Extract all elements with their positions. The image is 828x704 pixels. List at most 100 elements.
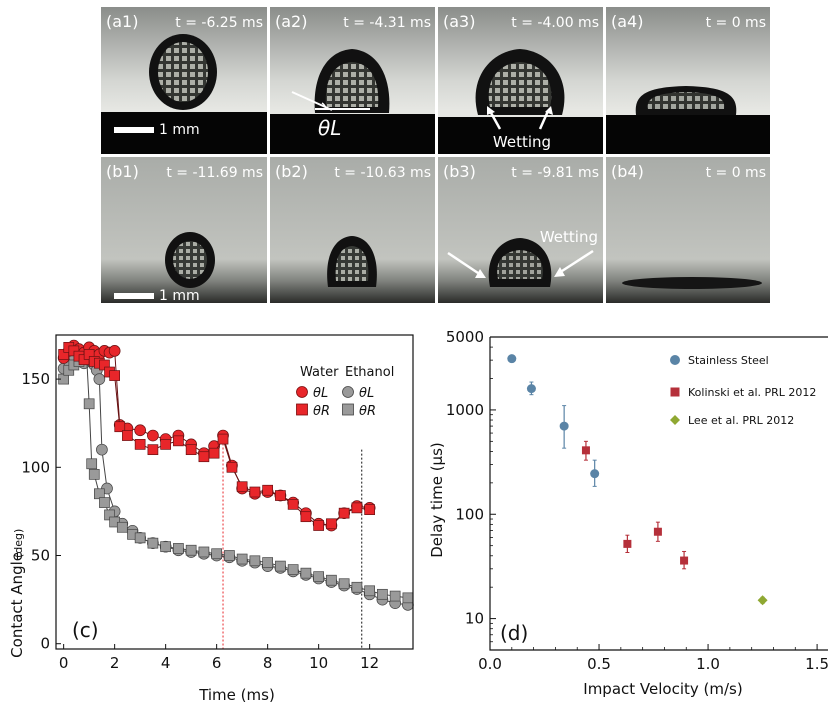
data-point bbox=[108, 345, 121, 357]
x-axis-label: Time (ms) bbox=[198, 686, 275, 704]
data-point bbox=[275, 560, 286, 572]
data-point bbox=[351, 581, 363, 593]
x-tick-label: 2 bbox=[110, 654, 120, 672]
panel-time: t = 0 ms bbox=[706, 165, 766, 181]
legend-label: Lee et al. PRL 2012 bbox=[688, 414, 794, 427]
droplet bbox=[622, 277, 762, 289]
data-point bbox=[88, 469, 100, 480]
y-tick-label: 100 bbox=[21, 458, 50, 476]
legend-label: θR bbox=[359, 404, 376, 419]
data-point bbox=[116, 521, 128, 533]
data-point bbox=[173, 543, 184, 554]
chart-contact-angle: 0 2 4 6 8 10 12 0 50 100 150 Time (ms) Contact Ang… bbox=[8, 334, 414, 704]
data-point bbox=[122, 430, 133, 441]
legend-marker-water-thetaR bbox=[296, 403, 308, 416]
legend: Stainless Steel Kolinski et al. PRL 2012… bbox=[670, 354, 816, 427]
data-point bbox=[581, 446, 590, 455]
y-tick-label: 0 bbox=[40, 635, 50, 653]
plot-frame bbox=[55, 334, 414, 650]
y-tick-label: 150 bbox=[21, 370, 50, 388]
data-point bbox=[83, 398, 95, 410]
photo-panel-b2: (b2) t = -10.63 ms bbox=[270, 157, 435, 303]
data-point bbox=[313, 571, 324, 583]
data-point bbox=[86, 458, 98, 470]
data-point bbox=[402, 592, 414, 604]
data-point bbox=[224, 550, 235, 561]
panel-tag: (b4) bbox=[611, 162, 644, 181]
data-point bbox=[326, 574, 337, 586]
legend-group-title: Ethanol bbox=[345, 365, 394, 380]
legend-marker-ethanol-thetaL bbox=[342, 386, 354, 398]
wetting-arrow-right bbox=[561, 249, 594, 273]
data-point bbox=[338, 578, 350, 590]
data-point bbox=[364, 585, 375, 597]
data-point bbox=[198, 451, 210, 463]
data-point bbox=[262, 557, 273, 568]
data-point bbox=[507, 354, 517, 364]
data-point bbox=[160, 439, 171, 450]
y-axis-label: Contact Angle bbox=[8, 552, 26, 658]
legend-label: Kolinski et al. PRL 2012 bbox=[688, 386, 816, 399]
data-point bbox=[338, 507, 350, 519]
plot-frame bbox=[489, 336, 828, 651]
scale-bar bbox=[114, 127, 154, 133]
x-tick-label: 10 bbox=[309, 654, 328, 672]
panel-time: t = -4.31 ms bbox=[343, 15, 431, 31]
data-point bbox=[377, 588, 388, 600]
data-point bbox=[134, 424, 146, 437]
photo-panel-a1: 1 mm (a1) t = -6.25 ms bbox=[101, 7, 267, 154]
y-tick-label: 5000 bbox=[446, 328, 484, 346]
wetting-arrow-left bbox=[488, 110, 502, 130]
y-axis-label: Delay time (μs) bbox=[428, 442, 446, 558]
data-point bbox=[109, 370, 121, 381]
data-point bbox=[262, 484, 273, 496]
data-point bbox=[249, 555, 261, 567]
x-tick-label: 8 bbox=[263, 654, 273, 672]
data-point bbox=[147, 429, 159, 442]
data-point bbox=[198, 546, 210, 558]
data-point bbox=[208, 447, 220, 459]
data-point bbox=[313, 520, 324, 531]
panel-time: t = -6.25 ms bbox=[175, 15, 263, 31]
legend-label: θL bbox=[359, 386, 374, 401]
x-tick-label: 0.5 bbox=[587, 655, 611, 673]
data-point bbox=[236, 481, 248, 493]
x-tick-label: 6 bbox=[212, 654, 222, 672]
panel-tag: (b1) bbox=[106, 162, 139, 181]
panel-tag: (a1) bbox=[106, 12, 138, 31]
data-point bbox=[160, 541, 171, 553]
legend-marker-ethanol-thetaR bbox=[342, 403, 354, 416]
photo-panel-a2: θL (a2) t = -4.31 ms bbox=[270, 7, 435, 154]
panel-time: t = -11.69 ms bbox=[166, 165, 263, 181]
data-point bbox=[287, 498, 299, 510]
x-axis-label: Impact Velocity (m/s) bbox=[583, 680, 742, 698]
data-point bbox=[185, 444, 197, 456]
photo-panel-b3: Wetting (b3) t = -9.81 ms bbox=[438, 157, 603, 303]
y-tick-label: 1000 bbox=[446, 401, 484, 419]
data-point bbox=[526, 384, 536, 394]
data-point bbox=[559, 421, 569, 431]
panel-label: (d) bbox=[500, 621, 528, 645]
legend-label: θR bbox=[313, 404, 330, 419]
legend-marker-lee bbox=[670, 415, 680, 425]
legend-marker-water-thetaL bbox=[296, 386, 308, 398]
data-point bbox=[351, 502, 363, 514]
data-point bbox=[757, 595, 768, 606]
panel-time: t = -4.00 ms bbox=[511, 15, 599, 31]
data-point bbox=[114, 421, 126, 433]
data-point bbox=[680, 556, 689, 565]
panel-tag: (a4) bbox=[611, 12, 643, 31]
data-point bbox=[93, 373, 106, 385]
legend-group-title: Water bbox=[300, 365, 339, 380]
data-point bbox=[185, 544, 197, 556]
photo-panel-a3: Wetting (a3) t = -4.00 ms bbox=[438, 7, 603, 154]
data-point bbox=[217, 433, 229, 445]
x-tick-label: 12 bbox=[360, 654, 379, 672]
data-point bbox=[134, 439, 146, 450]
x-tick-label: 1.0 bbox=[696, 655, 720, 673]
panel-tag: (a3) bbox=[443, 12, 475, 31]
y-tick-label: 10 bbox=[465, 610, 484, 628]
data-point bbox=[173, 435, 184, 447]
chart-delay-time: 0.0 0.5 1.0 1.5 10 100 1000 5000 Impact Velocit… bbox=[428, 328, 828, 698]
y-tick-label: 100 bbox=[455, 505, 484, 523]
